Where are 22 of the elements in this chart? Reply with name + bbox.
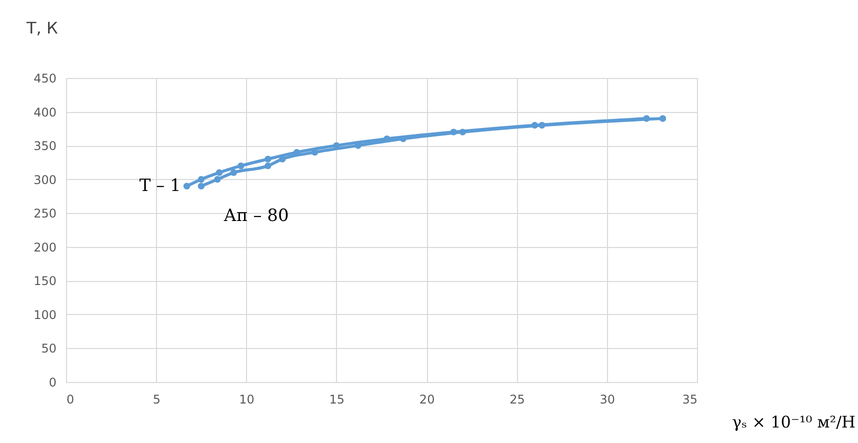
y-tick-label: 450 [34, 72, 56, 86]
y-tick-label: 50 [41, 342, 56, 356]
x-tick-label: 0 [66, 392, 74, 406]
y-tick-label: 100 [34, 308, 56, 322]
y-tick-label: 0 [48, 376, 56, 390]
series-label: Т – 1 [139, 176, 181, 196]
y-tick-label: 250 [34, 206, 56, 221]
x-axis-title: γₛ × 10⁻¹⁰ м²/Н [732, 412, 856, 432]
x-tick-label: 35 [682, 392, 698, 406]
y-tick-label: 300 [34, 172, 56, 187]
y-tick-label: 150 [34, 274, 56, 288]
series-label: Ап – 80 [224, 206, 289, 226]
x-tick-label: 15 [329, 392, 345, 406]
x-tick-label: 25 [510, 392, 525, 406]
x-tick-label: 10 [239, 392, 254, 406]
y-tick-label: 350 [34, 139, 56, 154]
y-axis-title: Т, К [26, 18, 58, 38]
x-tick-label: 5 [152, 392, 160, 406]
y-tick-label: 400 [34, 105, 56, 120]
x-tick-label: 30 [600, 392, 615, 406]
x-tick-label: 20 [419, 392, 435, 406]
y-tick-label: 200 [34, 240, 56, 254]
